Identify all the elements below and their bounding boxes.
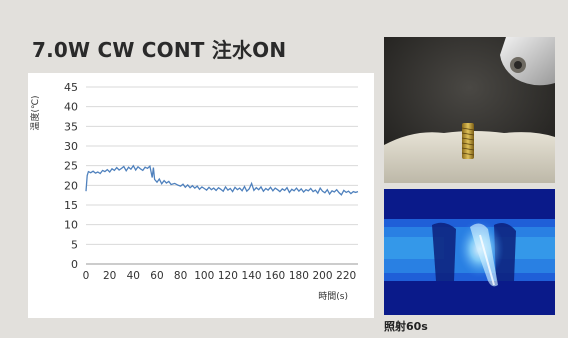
y-tick-label: 45 — [64, 81, 78, 94]
y-tick-label: 35 — [64, 120, 78, 133]
thermal-image-photo — [384, 189, 555, 315]
photo-caption: 照射60s — [384, 320, 428, 333]
x-tick-label: 160 — [265, 270, 285, 282]
y-tick-label: 5 — [71, 238, 78, 251]
temperature-chart: 0 5 10 15 20 25 30 35 40 45 0 20 40 60 80 100 120 140 160… — [29, 81, 359, 302]
y-tick-label: 30 — [64, 140, 78, 153]
x-tick-label: 180 — [289, 270, 309, 282]
dental-implant-photo — [384, 37, 555, 183]
x-tick-label: 80 — [174, 270, 187, 282]
x-tick-label: 20 — [103, 270, 116, 282]
y-tick-label: 10 — [64, 219, 78, 232]
y-axis-label: 温度(℃) — [29, 95, 41, 130]
x-tick-label: 220 — [336, 270, 356, 282]
x-tick-label: 0 — [83, 270, 90, 282]
y-tick-label: 20 — [64, 179, 78, 192]
page-title: 7.0W CW CONT 注水ON — [32, 38, 287, 62]
x-tick-labels: 0 20 40 60 80 100 120 140 160 180 200 220 — [83, 270, 357, 282]
x-tick-label: 200 — [312, 270, 332, 282]
chart-panel: 0 5 10 15 20 25 30 35 40 45 0 20 40 60 80 100 120 140 160… — [28, 73, 374, 318]
y-tick-labels: 0 5 10 15 20 25 30 35 40 45 — [64, 81, 78, 271]
x-axis-label: 時間(s) — [318, 291, 348, 302]
y-tick-label: 15 — [64, 199, 78, 212]
x-tick-label: 60 — [150, 270, 163, 282]
x-tick-label: 40 — [127, 270, 140, 282]
y-tick-label: 25 — [64, 160, 78, 173]
y-tick-label: 40 — [64, 101, 78, 114]
x-tick-label: 100 — [194, 270, 214, 282]
grid-lines — [86, 86, 358, 265]
y-tick-label: 0 — [71, 258, 78, 271]
x-tick-label: 140 — [242, 270, 262, 282]
x-tick-label: 120 — [218, 270, 238, 282]
temperature-series-line — [85, 164, 359, 196]
